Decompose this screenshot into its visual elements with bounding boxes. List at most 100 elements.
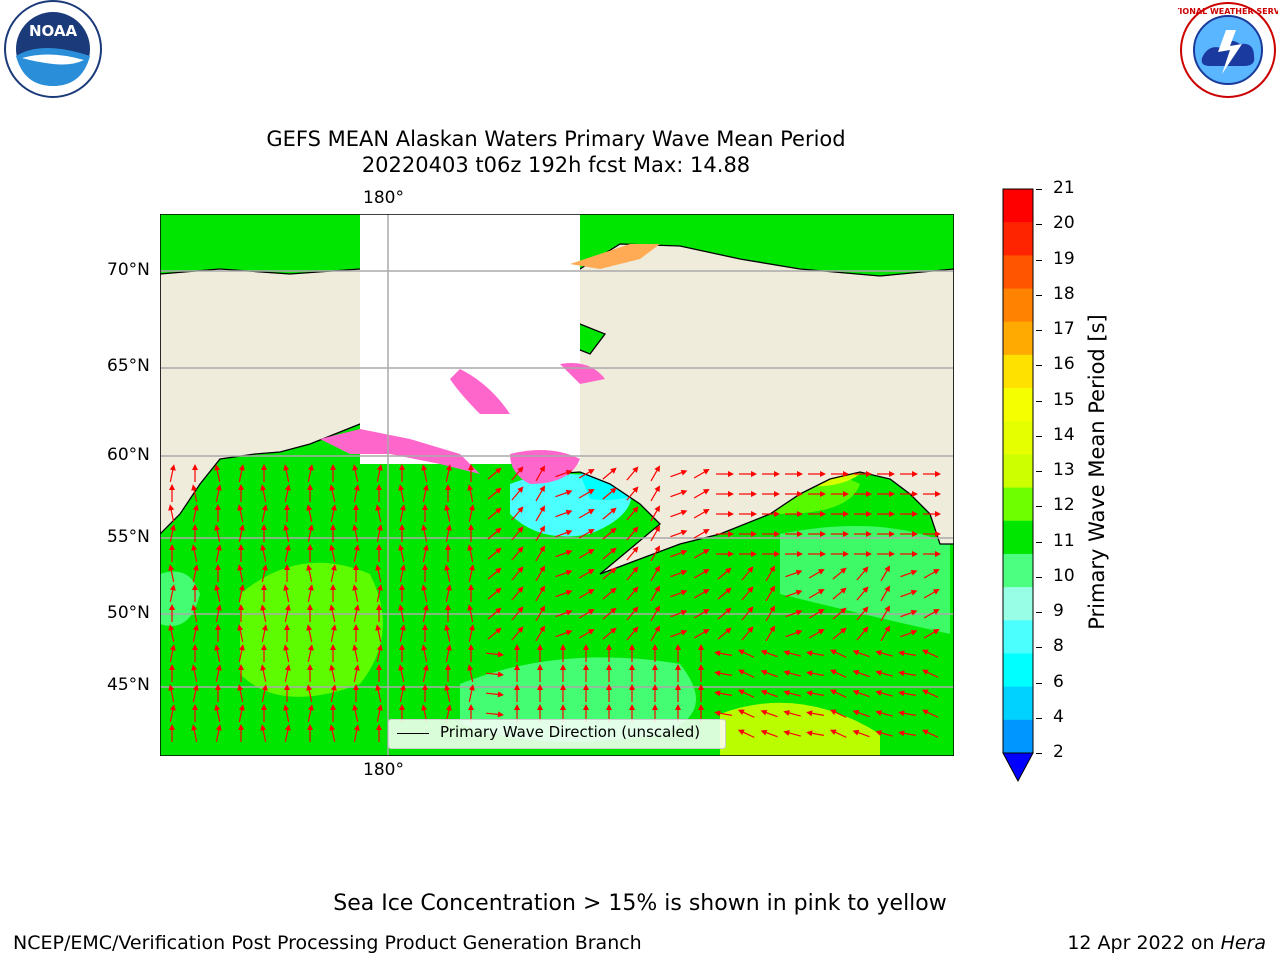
wave-direction-arrow: [307, 544, 313, 562]
colorbar-label: Primary Wave Mean Period [s]: [1085, 314, 1109, 630]
wave-direction-arrow: [741, 626, 754, 641]
wave-direction-arrow: [880, 605, 890, 622]
wave-direction-arrow: [875, 650, 893, 657]
wave-direction-arrow: [330, 644, 336, 662]
colorbar-tick-label: 6: [1053, 671, 1064, 692]
wave-direction-arrow: [511, 546, 524, 561]
wave-direction-arrow: [808, 569, 825, 579]
wave-direction-arrow: [856, 566, 869, 581]
wave-direction-arrow: [238, 704, 245, 722]
wave-direction-arrow: [284, 564, 290, 582]
colorbar-tick-mark: [1036, 224, 1042, 226]
wave-direction-arrow: [307, 604, 313, 622]
wave-direction-arrow: [422, 504, 428, 522]
wave-direction-arrow: [854, 551, 872, 557]
wave-direction-arrow: [468, 624, 475, 642]
wave-direction-arrow: [650, 585, 660, 602]
wave-direction-arrow: [375, 684, 382, 702]
wave-direction-arrow: [832, 587, 847, 600]
wave-direction-arrow: [921, 729, 939, 738]
wave-direction-arrow: [626, 466, 639, 481]
colorbar-tick-label: 17: [1053, 319, 1075, 339]
wave-direction-arrow: [877, 531, 895, 537]
wave-direction-arrow: [192, 704, 198, 722]
colorbar-tick-mark: [1036, 294, 1042, 296]
wave-direction-arrow: [468, 464, 474, 482]
wave-direction-arrow: [307, 584, 314, 602]
wave-direction-arrow: [330, 584, 336, 602]
colorbar-swatch: [1003, 620, 1033, 654]
wave-direction-arrow: [191, 604, 198, 622]
wave-direction-arrow: [785, 491, 803, 497]
wave-direction-arrow: [169, 484, 175, 502]
colorbar-tick-label: 18: [1053, 283, 1075, 304]
wave-direction-arrow: [376, 604, 382, 622]
colorbar-tick-mark: [1036, 330, 1042, 331]
colorbar-swatch: [1003, 189, 1033, 223]
wave-direction-arrow: [698, 664, 704, 682]
wave-direction-arrow: [487, 467, 502, 480]
wave-direction-arrow: [238, 724, 244, 742]
wave-direction-arrow: [353, 544, 360, 562]
wave-direction-arrow: [783, 690, 801, 697]
wave-direction-arrow: [670, 509, 688, 518]
wave-direction-arrow: [923, 511, 941, 517]
wave-direction-arrow: [652, 644, 658, 662]
wave-direction-arrow: [468, 584, 474, 602]
colorbar-tick-mark: [1036, 471, 1042, 472]
wave-direction-arrow: [353, 624, 359, 642]
wave-direction-arrow: [877, 471, 895, 477]
colorbar-swatch: [1003, 388, 1033, 422]
wave-direction-arrow: [445, 524, 452, 542]
wave-direction-arrow: [422, 624, 428, 642]
wave-direction-arrow: [261, 584, 267, 602]
wave-direction-arrow: [675, 644, 681, 662]
wave-direction-arrow: [852, 649, 870, 658]
wave-direction-arrow: [739, 511, 757, 517]
wave-direction-arrow: [921, 689, 939, 698]
wave-direction-arrow: [237, 624, 244, 642]
wave-direction-arrow: [238, 524, 245, 542]
footer-branch: NCEP/EMC/Verification Post Processing Pr…: [13, 932, 642, 954]
wave-direction-arrow: [215, 504, 221, 522]
wave-direction-arrow: [329, 724, 336, 742]
wave-direction-arrow: [693, 529, 710, 539]
wave-direction-arrow: [900, 609, 918, 618]
wave-direction-arrow: [739, 471, 757, 477]
wave-direction-arrow: [260, 484, 267, 502]
wave-direction-arrow: [898, 730, 916, 737]
wave-direction-arrow: [606, 684, 612, 702]
wave-direction-arrow: [375, 624, 382, 642]
wave-direction-arrow: [214, 524, 221, 542]
wave-direction-arrow: [693, 509, 710, 519]
wave-direction-arrow: [192, 644, 198, 662]
wave-direction-arrow: [444, 624, 451, 642]
colorbar-tick-label: 20: [1053, 213, 1075, 234]
wave-direction-arrow: [330, 524, 336, 542]
wave-direction-arrow: [785, 551, 803, 557]
noaa-logo-text: NOAA: [29, 22, 78, 40]
wave-direction-arrow: [511, 566, 524, 581]
wave-direction-arrow: [445, 584, 452, 602]
wave-direction-arrow: [675, 664, 681, 682]
wave-direction-arrow: [283, 704, 290, 722]
wave-direction-arrow: [399, 524, 405, 542]
wave-direction-arrow: [375, 504, 382, 522]
wave-direction-arrow: [260, 664, 267, 682]
wave-direction-arrow: [511, 526, 524, 541]
wave-direction-arrow: [785, 569, 803, 578]
colorbar: [1002, 188, 1034, 783]
wave-direction-arrow: [238, 664, 244, 682]
wave-direction-arrow: [578, 609, 595, 619]
wave-direction-arrow: [852, 689, 870, 698]
wave-direction-arrow: [487, 527, 502, 540]
lat-label-45: 45°N: [107, 675, 150, 695]
wave-direction-arrow: [578, 549, 595, 559]
wave-direction-arrow: [353, 604, 360, 622]
wave-direction-arrow: [923, 609, 940, 619]
colorbar-swatch: [1003, 653, 1033, 688]
wave-direction-arrow: [806, 690, 824, 697]
period-patch-west-edge: [160, 571, 200, 626]
wave-direction-arrow: [352, 644, 359, 662]
wave-direction-arrow: [535, 525, 545, 542]
